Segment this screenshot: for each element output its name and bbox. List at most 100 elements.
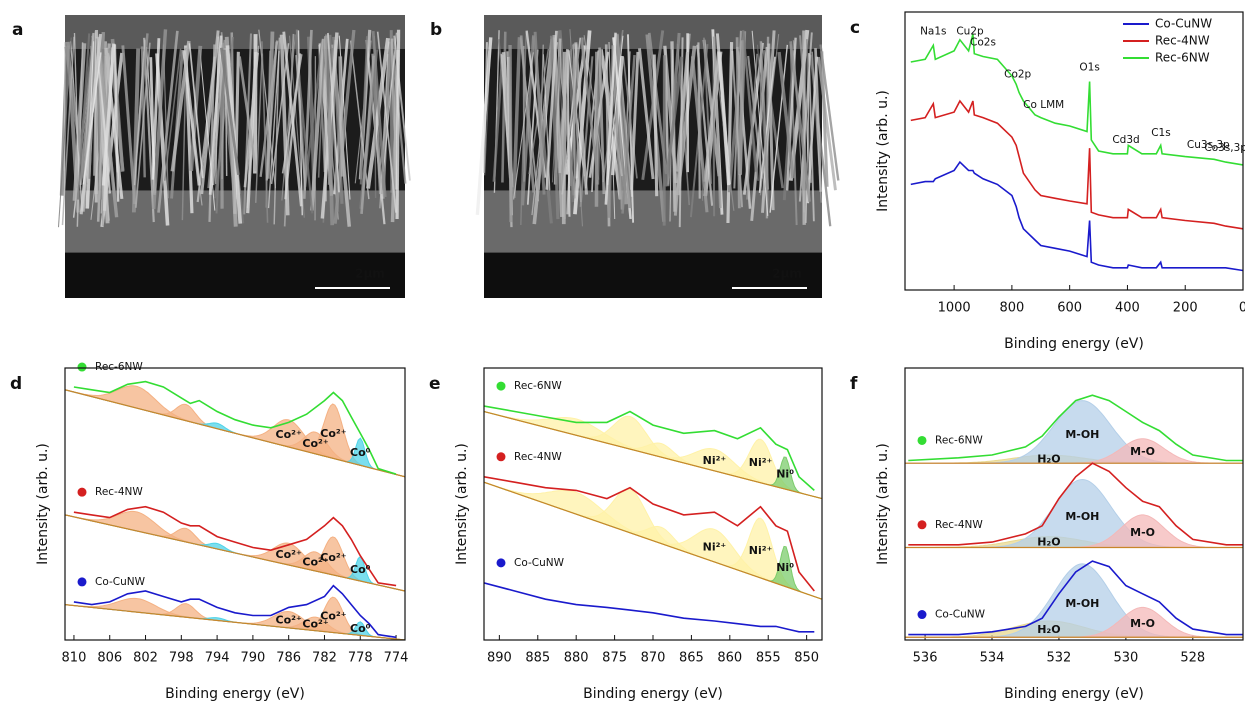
legend-label: Rec-6NW	[935, 434, 983, 446]
sem-wire	[566, 49, 571, 217]
fit-baseline	[65, 389, 405, 478]
sem-wire	[215, 55, 226, 214]
x-tick-label: 400	[1115, 301, 1140, 316]
sem-wire	[143, 37, 155, 223]
sem-wire	[820, 51, 829, 187]
sem-wire	[739, 40, 744, 175]
spectrum-line	[73, 505, 397, 587]
sem-wire	[152, 29, 168, 210]
legend-label: Rec-6NW	[514, 380, 562, 392]
peak-label: Ni⁰	[776, 561, 794, 574]
x-tick-label: 865	[679, 651, 704, 666]
sem-wire	[806, 56, 819, 204]
sem-wire	[72, 43, 87, 201]
sem-wire	[82, 52, 102, 185]
panel-label: c	[850, 18, 860, 38]
peak-annotation: Co2s	[970, 36, 996, 48]
sem-wire	[572, 43, 576, 199]
sem-wire	[558, 49, 570, 174]
peak-annotation: C1s	[1151, 127, 1170, 139]
x-tick-label: 850	[794, 651, 819, 666]
plot-area	[484, 405, 822, 633]
peak-label: Co⁰	[350, 446, 371, 459]
peak-annotation: Co3s,3p	[1204, 142, 1245, 154]
x-tick-label: 806	[97, 651, 122, 666]
sem-wire	[302, 29, 313, 199]
sem-wire	[807, 53, 815, 222]
x-tick-label: 870	[641, 651, 666, 666]
legend-marker	[77, 362, 87, 372]
fit-baseline	[484, 481, 822, 600]
sem-wire	[196, 56, 216, 203]
legend-label: Rec-6NW	[95, 361, 143, 373]
sem-wire	[746, 53, 758, 200]
peak-label: Ni²⁺	[749, 544, 773, 557]
peak-label: M-OH	[1065, 597, 1099, 610]
x-tick-label: 890	[487, 651, 512, 666]
sem-wire	[113, 44, 120, 202]
peak-label: Co²⁺	[320, 551, 346, 564]
sem-wire	[270, 43, 290, 185]
sem-wire	[211, 51, 225, 186]
sem-wire	[73, 33, 80, 186]
peak-annotation: Co2p	[1004, 68, 1031, 80]
sem-wire	[219, 47, 240, 176]
peak-label: Co²⁺	[320, 610, 346, 623]
sem-wire	[758, 56, 777, 193]
spectrum-line	[908, 462, 1243, 546]
sem-wire	[777, 51, 795, 179]
sem-wire	[395, 29, 401, 220]
sem-top	[484, 15, 822, 49]
sem-wire	[157, 30, 179, 213]
sem-wire	[696, 44, 714, 206]
plot-frame	[904, 367, 1244, 641]
peak-label: Co⁰	[350, 563, 371, 576]
scale-bar-label: 2μm	[355, 267, 385, 281]
sem-wire	[741, 29, 757, 172]
sem-wire	[379, 54, 389, 209]
sem-wire	[549, 35, 560, 220]
legend-marker	[917, 520, 927, 530]
sem-wire	[57, 37, 72, 228]
y-axis-title: Intensity (arb. u.)	[454, 443, 470, 565]
sem-wire	[630, 51, 640, 190]
peak-annotation: O1s	[1079, 62, 1099, 74]
sem-wire	[500, 53, 511, 179]
y-axis-title: Intensity (arb. u.)	[875, 90, 891, 212]
legend-label: Rec-4NW	[95, 486, 143, 498]
legend-marker	[77, 487, 87, 497]
sem-wire	[255, 53, 263, 203]
legend-marker	[496, 452, 506, 462]
x-tick-label: 800	[999, 301, 1024, 316]
spectrum-line	[910, 99, 1243, 230]
legend-marker	[496, 381, 506, 391]
y-axis-title: Intensity (arb. u.)	[35, 443, 51, 565]
sem-wire	[733, 30, 742, 189]
sem-wire	[310, 38, 326, 211]
sem-wire	[261, 41, 269, 223]
legend-label: Rec-4NW	[1155, 34, 1210, 48]
sem-wire	[188, 43, 204, 179]
sem-wire	[238, 56, 258, 172]
sem-wire	[135, 42, 151, 208]
sem-wire	[101, 43, 116, 186]
legend-label: Co-CuNW	[1155, 17, 1212, 31]
sem-wire	[652, 54, 659, 197]
spectrum-line	[73, 380, 397, 475]
sem-wire	[759, 41, 770, 190]
sem-wire	[621, 54, 636, 214]
sem-wire	[607, 35, 624, 185]
sem-wire	[63, 42, 66, 171]
peak-label: M-O	[1130, 617, 1155, 630]
peak-label: H₂O	[1037, 453, 1060, 466]
x-tick-label: 855	[756, 651, 781, 666]
peak-label: Co²⁺	[302, 555, 328, 568]
sem-wire	[513, 52, 534, 200]
sem-wire	[208, 35, 223, 195]
x-tick-label: 532	[1047, 651, 1072, 666]
plot-frame	[64, 367, 406, 641]
sem-wire	[327, 32, 340, 193]
x-tick-label: 0	[1239, 301, 1245, 316]
x-axis-title: Binding energy (eV)	[1004, 336, 1144, 352]
sem-wire	[663, 45, 678, 184]
